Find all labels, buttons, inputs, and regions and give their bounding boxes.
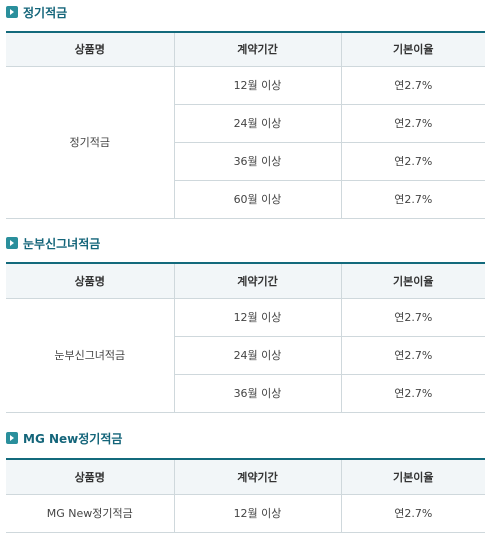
rate-table: 상품명 계약기간 기본이율 MG New정기적금 12월 이상 연2.7%	[6, 458, 485, 533]
table-header-row: 상품명 계약기간 기본이율	[6, 262, 485, 299]
period-cell: 24월 이상	[173, 336, 341, 375]
header-period: 계약기간	[173, 458, 341, 495]
header-rate: 기본이율	[340, 458, 485, 495]
table-header-row: 상품명 계약기간 기본이율	[6, 31, 485, 67]
table-row: MG New정기적금 12월 이상 연2.7%	[6, 494, 485, 533]
rate-cell: 연2.7%	[340, 298, 485, 337]
section-title: 눈부신그녀적금	[6, 235, 100, 251]
table-row: 눈부신그녀적금 12월 이상 연2.7%	[6, 298, 485, 413]
period-cell: 12월 이상	[173, 494, 341, 533]
rate-cell: 연2.7%	[340, 180, 485, 219]
table-row: 60월 이상 연2.7%	[6, 180, 485, 219]
product-name: 눈부신그녀적금	[6, 298, 174, 413]
rate-cell: 연2.7%	[340, 66, 485, 105]
header-period: 계약기간	[173, 262, 341, 299]
rate-cell: 연2.7%	[340, 336, 485, 375]
header-rate: 기본이율	[340, 262, 485, 299]
table-row: 24월 이상 연2.7%	[6, 336, 485, 375]
table-header-row: 상품명 계약기간 기본이율	[6, 458, 485, 495]
arrow-bullet-icon	[6, 6, 18, 18]
period-cell: 36월 이상	[173, 374, 341, 413]
section-title: 정기적금	[6, 4, 67, 20]
period-cell: 12월 이상	[173, 298, 341, 337]
section-title-text: MG New정기적금	[23, 431, 123, 446]
rate-table: 상품명 계약기간 기본이율 눈부신그녀적금 12월 이상 연2.7% 24월 이…	[6, 262, 485, 413]
period-cell: 36월 이상	[173, 142, 341, 181]
section-title: MG New정기적금	[6, 430, 122, 446]
table-row: 36월 이상 연2.7%	[6, 142, 485, 181]
table-row: 24월 이상 연2.7%	[6, 104, 485, 143]
header-period: 계약기간	[173, 31, 341, 67]
period-cell: 12월 이상	[173, 66, 341, 105]
section-title-text: 눈부신그녀적금	[23, 236, 101, 251]
header-rate: 기본이율	[340, 31, 485, 67]
rate-table: 상품명 계약기간 기본이율 정기적금 12월 이상 연2.7% 24월 이상 연…	[6, 31, 485, 219]
product-name: MG New정기적금	[6, 494, 174, 533]
header-product: 상품명	[6, 31, 174, 67]
arrow-bullet-icon	[6, 432, 18, 444]
product-name: 정기적금	[6, 66, 174, 219]
period-cell: 24월 이상	[173, 104, 341, 143]
rate-cell: 연2.7%	[340, 374, 485, 413]
header-product: 상품명	[6, 262, 174, 299]
header-product: 상품명	[6, 458, 174, 495]
rate-cell: 연2.7%	[340, 142, 485, 181]
arrow-bullet-icon	[6, 237, 18, 249]
period-cell: 60월 이상	[173, 180, 341, 219]
section-title-text: 정기적금	[23, 5, 68, 20]
rate-cell: 연2.7%	[340, 494, 485, 533]
rate-cell: 연2.7%	[340, 104, 485, 143]
table-row: 정기적금 12월 이상 연2.7%	[6, 66, 485, 219]
table-row: 36월 이상 연2.7%	[6, 374, 485, 413]
